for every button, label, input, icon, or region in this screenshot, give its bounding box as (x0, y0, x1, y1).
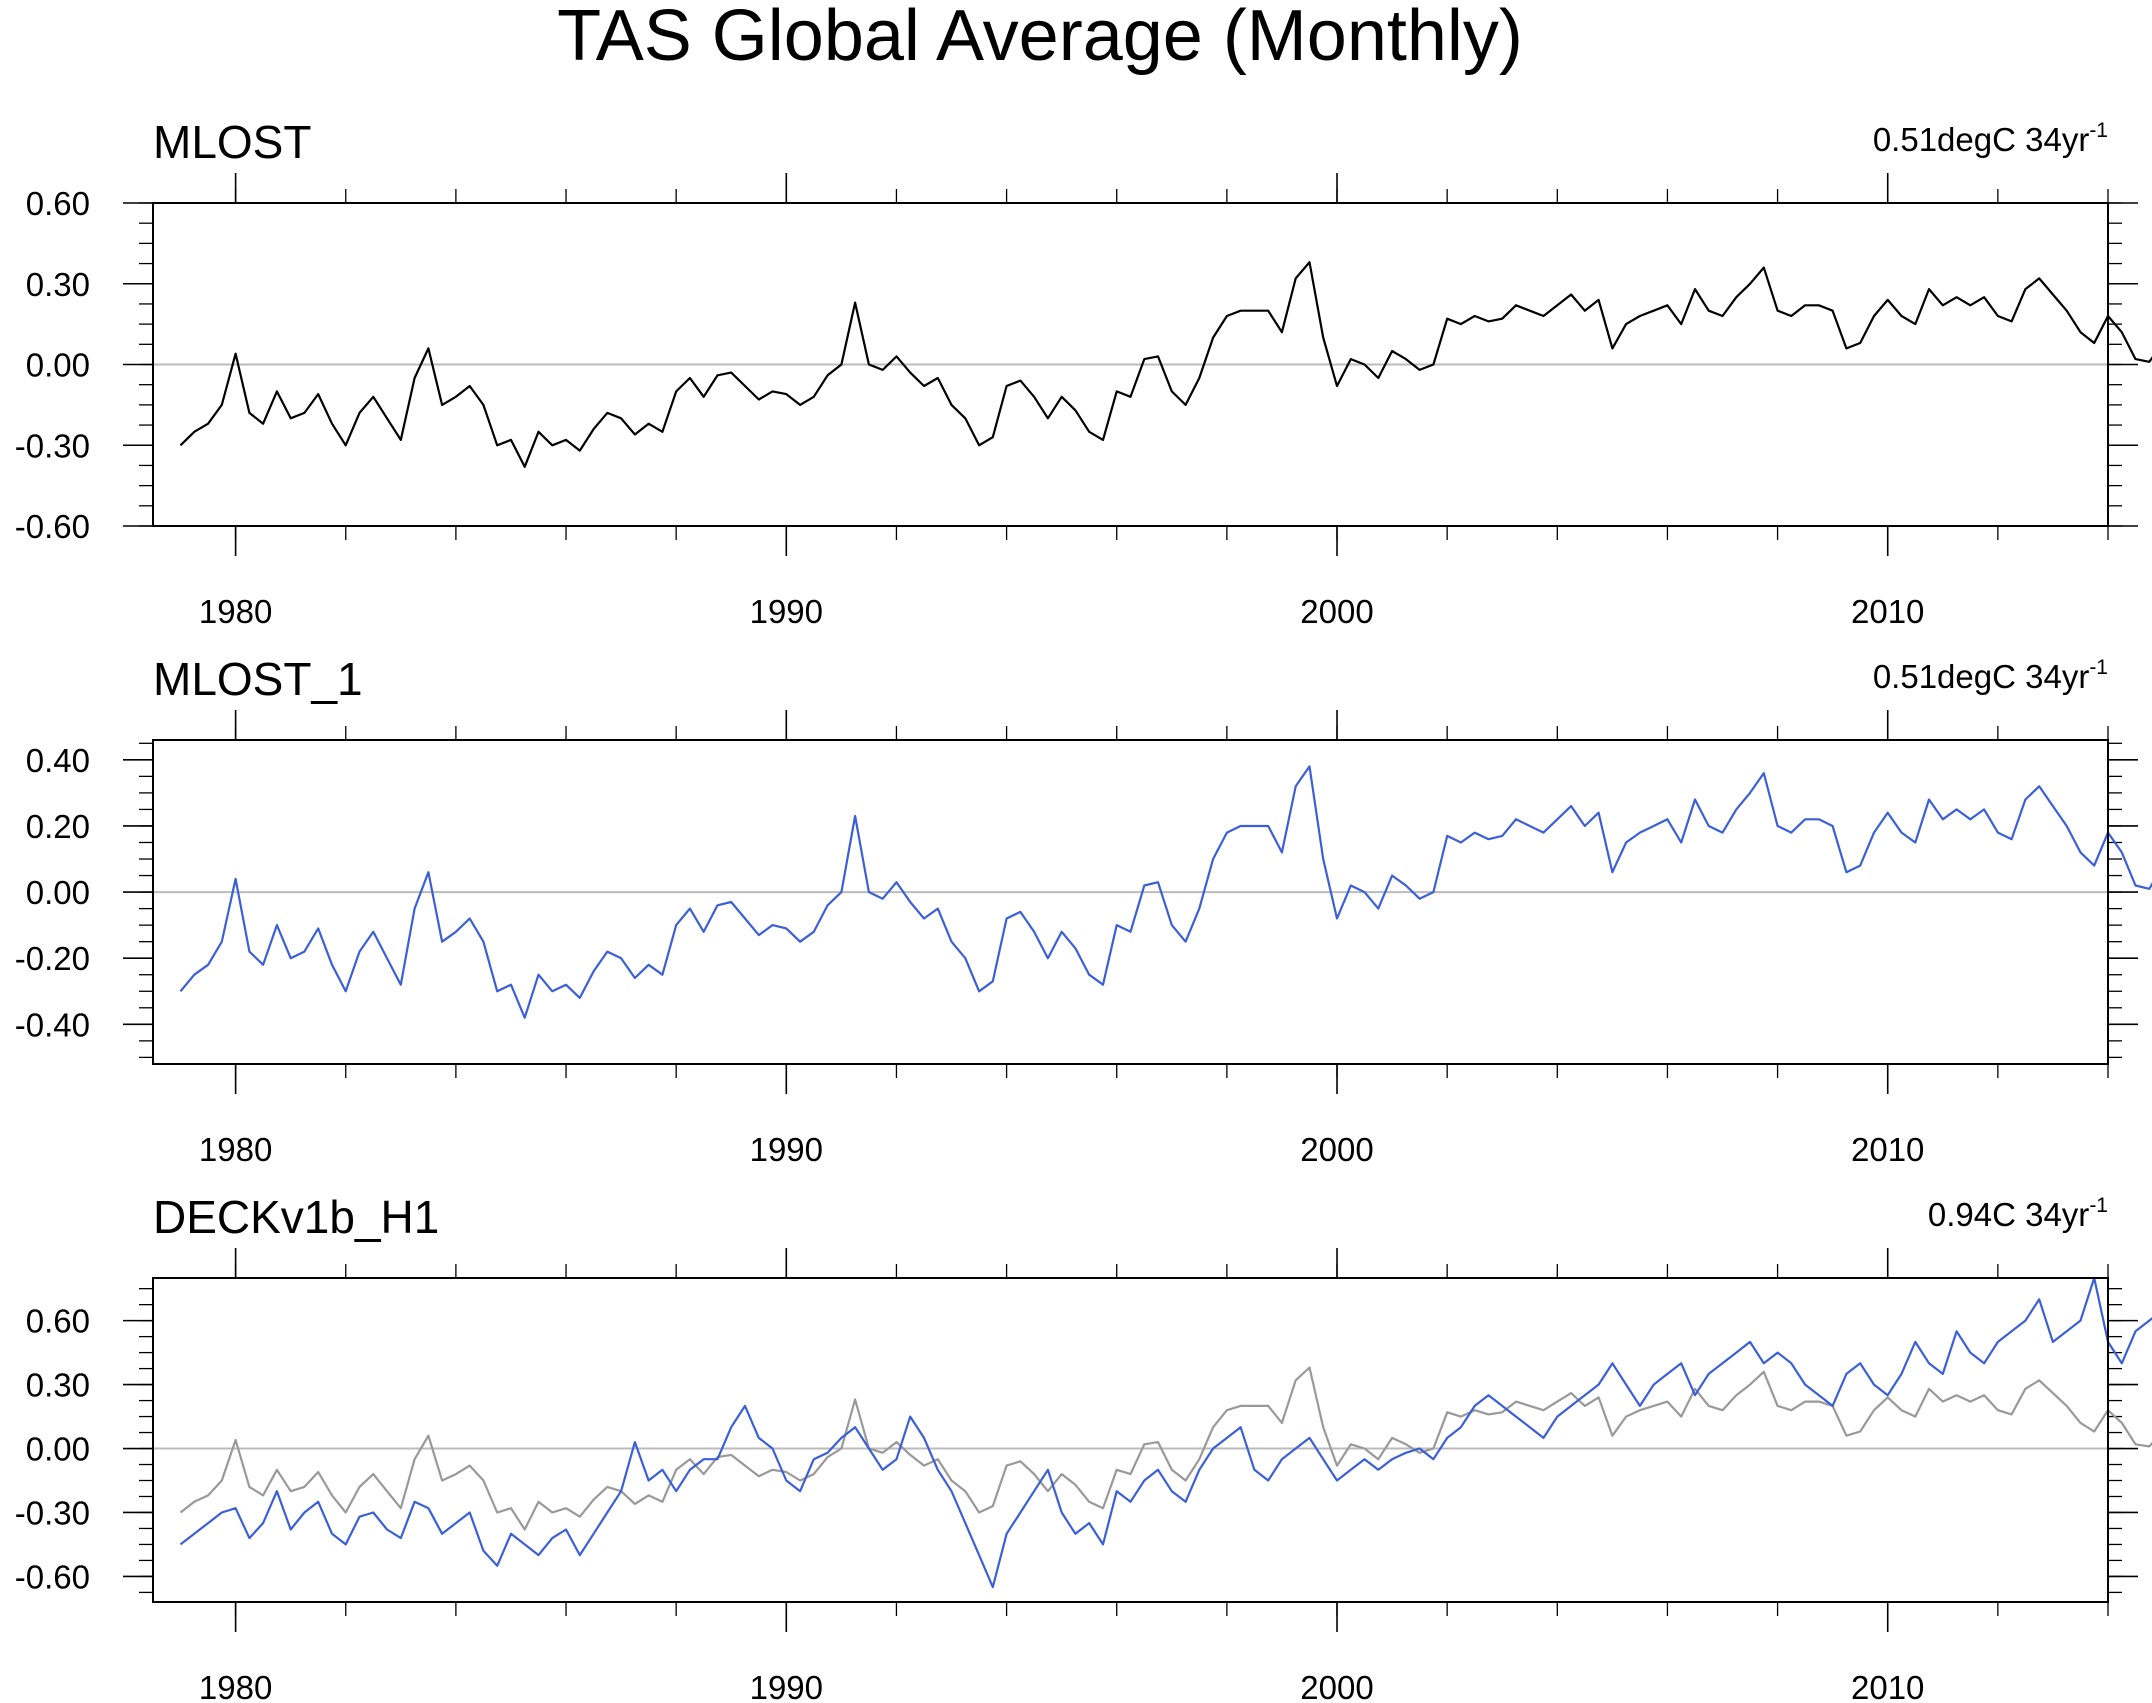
panel-title: DECKv1b_H1 (153, 1191, 439, 1243)
y-tick-label: -0.30 (15, 427, 90, 464)
x-tick-label: 2010 (1851, 1669, 1924, 1703)
panel-title: MLOST_1 (153, 653, 363, 705)
y-tick-label: 0.00 (26, 1431, 90, 1468)
figure-title: TAS Global Average (Monthly) (557, 0, 1523, 76)
x-tick-label: 1980 (199, 593, 272, 630)
y-tick-label: 0.00 (26, 347, 90, 384)
trend-label: 0.94C 34yr-1 (1928, 1194, 2108, 1233)
y-tick-label: 0.20 (26, 808, 90, 845)
x-tick-label: 1990 (750, 593, 823, 630)
chart-panel-1: MLOST 0.51degC 34yr-1 -0.60 -0.30 0.00 0.30 0.… (15, 116, 2152, 630)
plot-frame (152, 739, 2109, 1065)
y-tick-label: 0.30 (26, 1367, 90, 1404)
y-tick-label: 0.30 (26, 266, 90, 303)
series-line-mlost-reference- (179, 1366, 2152, 1531)
chart-panel-2: MLOST_1 0.51degC 34yr-1 -0.40 -0.20 0.00 0.20… (15, 653, 2152, 1168)
y-tick-label: -0.60 (15, 1558, 90, 1595)
series-line-mlost (179, 261, 2152, 468)
y-tick-label: -0.60 (15, 508, 90, 545)
x-tick-label: 1990 (750, 1669, 823, 1703)
y-tick-label: 0.40 (26, 742, 90, 779)
chart-panel-3: DECKv1b_H1 0.94C 34yr-1 -0.60 -0.30 0.00 0.30… (15, 1191, 2152, 1703)
y-tick-label: 0.00 (26, 874, 90, 911)
x-tick-label: 1980 (199, 1669, 272, 1703)
panel-title: MLOST (153, 116, 311, 168)
trend-value: 0.94C 34yr (1928, 1196, 2089, 1233)
x-tick-label: 2000 (1300, 1669, 1373, 1703)
series-line-mlost-1 (179, 765, 2152, 1019)
trend-exponent: -1 (2089, 656, 2108, 679)
plot-frame (152, 1277, 2109, 1603)
trend-value: 0.51degC 34yr (1873, 658, 2089, 695)
y-tick-label: 0.60 (26, 185, 90, 222)
trend-exponent: -1 (2089, 1194, 2108, 1217)
trend-label: 0.51degC 34yr-1 (1873, 656, 2108, 695)
series-line-deckv1b-h1 (179, 1276, 2152, 1589)
y-tick-label: -0.20 (15, 940, 90, 977)
panels: MLOST 0.51degC 34yr-1-0.60-0.300.000.300.… (15, 116, 2152, 1703)
y-tick-label: 0.60 (26, 1303, 90, 1340)
x-tick-label: 2000 (1300, 1131, 1373, 1168)
x-tick-label: 2010 (1851, 593, 1924, 630)
y-tick-label: -0.30 (15, 1494, 90, 1531)
trend-value: 0.51degC 34yr (1873, 121, 2089, 158)
plot-frame (152, 202, 2109, 527)
y-tick-label: -0.40 (15, 1006, 90, 1043)
x-tick-label: 1990 (750, 1131, 823, 1168)
trend-label: 0.51degC 34yr-1 (1873, 119, 2108, 158)
x-tick-label: 2000 (1300, 593, 1373, 630)
trend-exponent: -1 (2089, 119, 2108, 142)
x-tick-label: 1980 (199, 1131, 272, 1168)
x-tick-label: 2010 (1851, 1131, 1924, 1168)
